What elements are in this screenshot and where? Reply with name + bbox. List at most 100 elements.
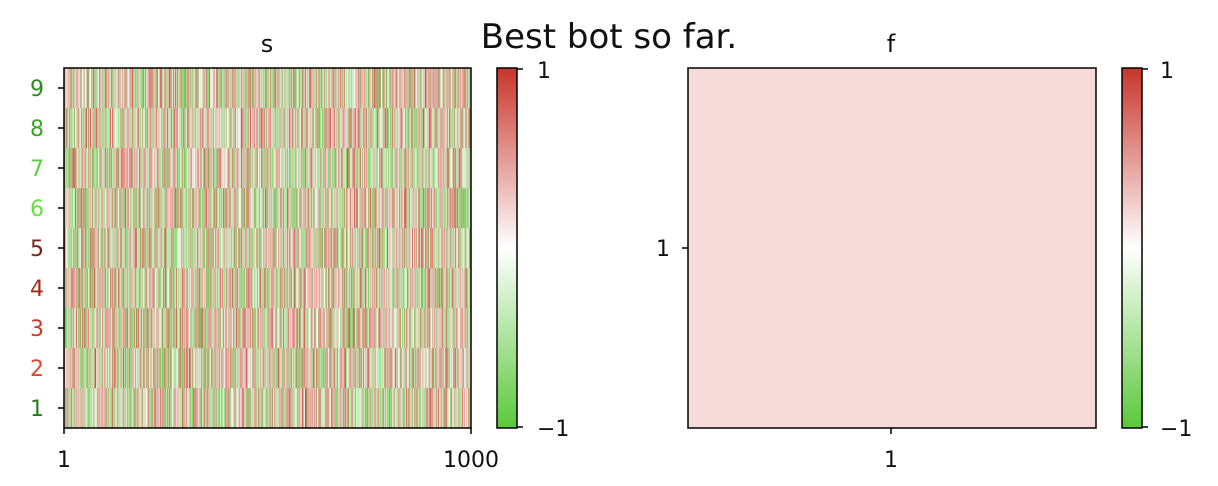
heatmap-cell <box>417 388 418 429</box>
heatmap-cell <box>432 228 434 269</box>
heatmap-cell <box>377 228 379 269</box>
heatmap-cell <box>413 268 415 309</box>
heatmap-cell <box>379 228 381 269</box>
heatmap-cell <box>385 268 387 309</box>
heatmap-cell <box>271 228 272 269</box>
heatmap-cell <box>303 308 304 349</box>
heatmap-cell <box>385 228 387 269</box>
heatmap-cell <box>311 228 313 269</box>
heatmap-cell <box>443 388 445 429</box>
heatmap-cell <box>163 308 165 349</box>
heatmap-cell <box>293 228 294 269</box>
heatmap-cell <box>215 388 217 429</box>
heatmap-cell <box>189 268 191 309</box>
heatmap-cell <box>190 228 192 269</box>
heatmap-cell <box>79 268 81 309</box>
heatmap-cell <box>231 228 232 269</box>
heatmap-cell <box>197 348 198 389</box>
heatmap-cell <box>146 228 148 269</box>
heatmap-cell <box>457 268 458 309</box>
heatmap-cell <box>101 268 103 309</box>
heatmap-cell <box>66 388 67 429</box>
heatmap-cell <box>352 268 354 309</box>
heatmap-cell <box>295 348 296 389</box>
heatmap-cell <box>357 388 359 429</box>
heatmap-cell <box>171 388 173 429</box>
heatmap-cell <box>363 308 365 349</box>
heatmap-cell <box>347 228 349 269</box>
heatmap-cell <box>214 228 216 269</box>
heatmap-cell <box>117 268 118 309</box>
heatmap-cell <box>361 348 363 389</box>
heatmap-cell <box>127 388 129 429</box>
heatmap-cell <box>172 228 173 269</box>
heatmap-cell <box>71 268 72 309</box>
heatmap-cell <box>386 388 388 429</box>
heatmap-cell <box>101 388 102 429</box>
heatmap-cell <box>276 348 278 389</box>
heatmap-cell <box>325 348 326 389</box>
heatmap-cell <box>407 228 409 269</box>
heatmap-cell <box>279 268 280 309</box>
heatmap-cell <box>274 268 275 309</box>
heatmap-cell <box>173 348 174 389</box>
heatmap-cell <box>320 348 321 389</box>
heatmap-cell <box>217 388 218 429</box>
heatmap-cell <box>180 348 181 389</box>
heatmap-cell <box>145 348 146 389</box>
heatmap-cell <box>346 308 348 349</box>
heatmap-cell <box>118 268 120 309</box>
heatmap-cell <box>264 348 265 389</box>
heatmap-cell <box>433 308 435 349</box>
heatmap-cell <box>389 268 390 309</box>
heatmap-cell <box>395 228 397 269</box>
heatmap-cell <box>286 388 287 429</box>
heatmap-cell <box>208 268 210 309</box>
heatmap-cell <box>431 308 433 349</box>
heatmap-cell <box>449 268 450 309</box>
heatmap-cell <box>364 348 366 389</box>
heatmap-cell <box>322 348 323 389</box>
heatmap-cell <box>394 348 396 389</box>
heatmap-cell <box>131 228 133 269</box>
heatmap-cell <box>318 228 319 269</box>
heatmap-cell <box>242 268 244 309</box>
heatmap-cell <box>404 308 405 349</box>
heatmap-cell <box>253 348 255 389</box>
heatmap-cell <box>196 268 197 309</box>
heatmap-cell <box>108 388 110 429</box>
heatmap-cell <box>431 268 433 309</box>
heatmap-cell <box>187 348 189 389</box>
heatmap-cell <box>154 308 155 349</box>
heatmap-cell <box>214 388 216 429</box>
heatmap-cell <box>113 388 114 429</box>
heatmap-cell <box>252 348 254 389</box>
heatmap-cell <box>187 308 189 349</box>
heatmap-cell <box>101 308 102 349</box>
heatmap-cell <box>251 228 252 269</box>
heatmap-cell <box>335 228 337 269</box>
heatmap-cell <box>176 388 178 429</box>
heatmap-cell <box>129 308 130 349</box>
heatmap-cell <box>337 348 339 389</box>
heatmap-cell <box>469 388 470 429</box>
heatmap-cell <box>444 228 446 269</box>
heatmap-cell <box>160 228 161 269</box>
heatmap-cell <box>400 228 401 269</box>
heatmap-cell <box>297 348 299 389</box>
heatmap-cell <box>381 308 383 349</box>
heatmap-cell <box>214 268 216 309</box>
heatmap-cell <box>106 388 108 429</box>
heatmap-cell <box>426 268 427 309</box>
heatmap-cell <box>279 388 281 429</box>
heatmap-cell <box>417 268 418 309</box>
heatmap-cell <box>152 228 154 269</box>
heatmap-cell <box>187 388 189 429</box>
heatmap-cell <box>236 348 238 389</box>
heatmap-cell <box>245 308 247 349</box>
heatmap-cell <box>305 268 307 309</box>
heatmap-cell <box>199 228 201 269</box>
heatmap-cell <box>198 348 199 389</box>
heatmap-cell <box>71 348 72 389</box>
heatmap-cell <box>265 388 267 429</box>
